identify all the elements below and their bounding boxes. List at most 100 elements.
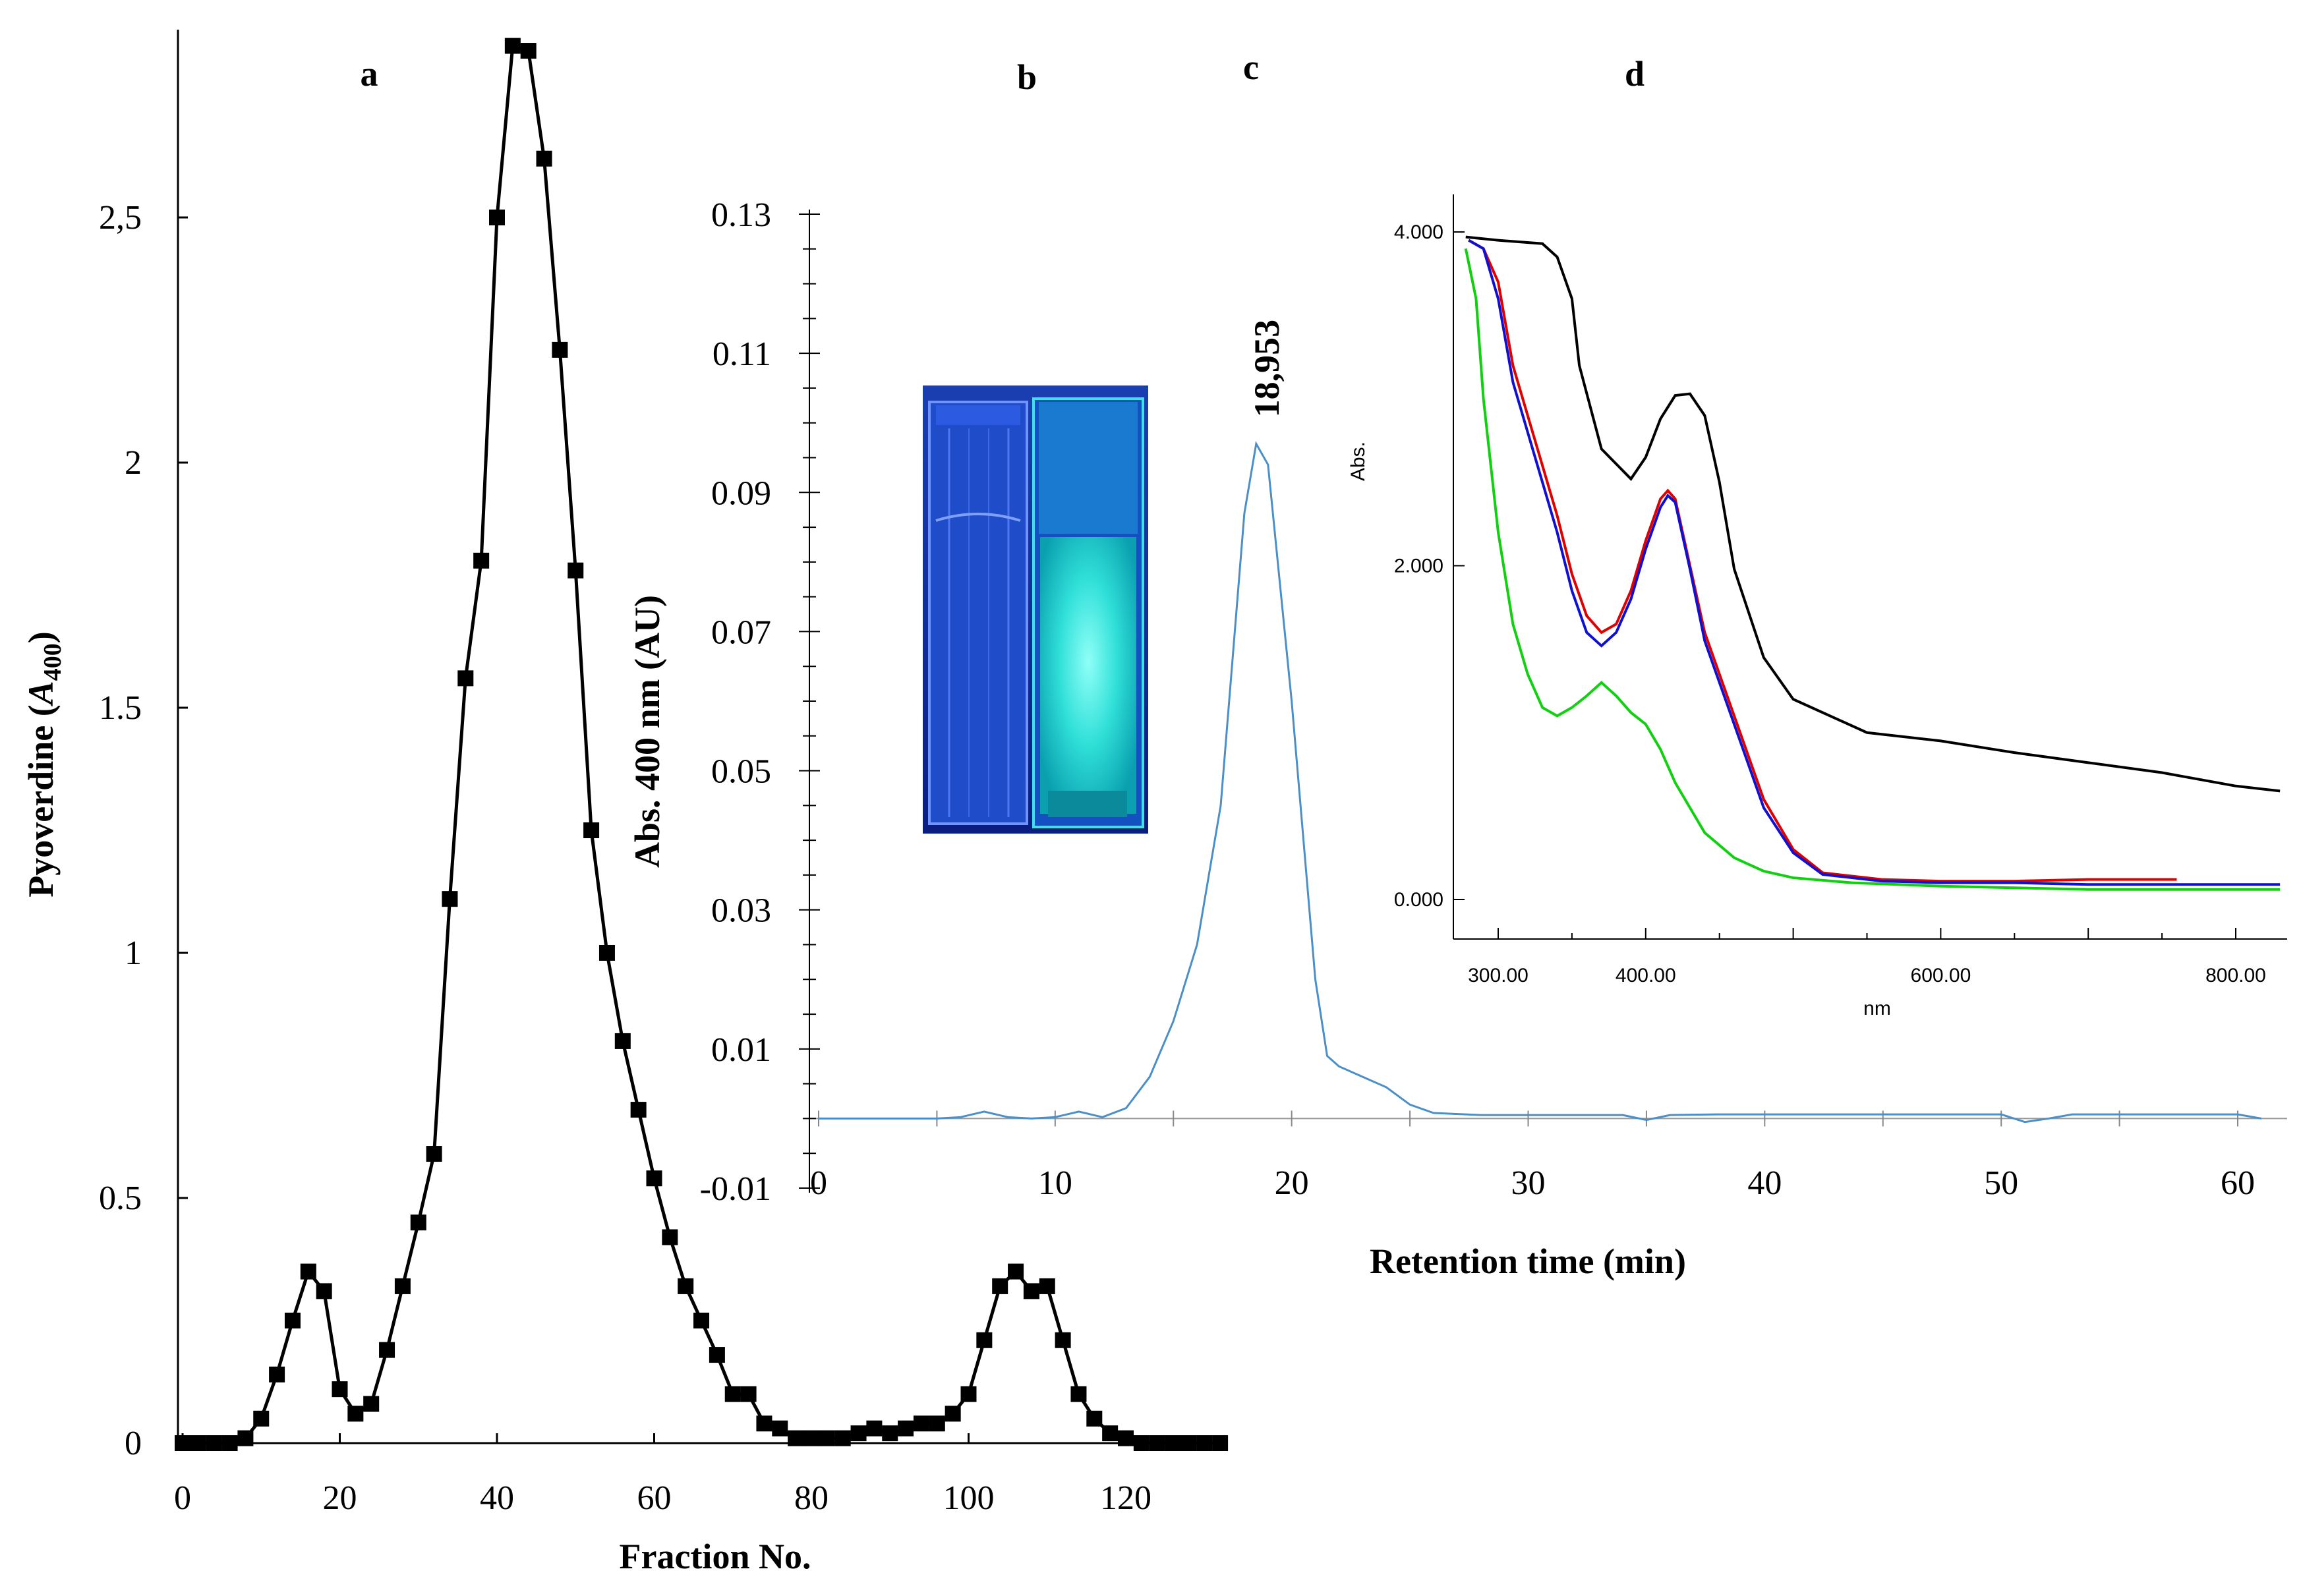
panel-a-marker bbox=[1165, 1435, 1181, 1451]
panel-a-x-tick-label: 100 bbox=[943, 1479, 995, 1517]
panel-a-marker bbox=[614, 1033, 631, 1049]
panel-d-x-label: nm bbox=[1863, 998, 1891, 1019]
panel-a-marker bbox=[221, 1435, 238, 1451]
panel-a-y-label: Pyoverdine (A400) bbox=[21, 631, 67, 897]
panel-a-marker bbox=[709, 1347, 725, 1363]
panel-a-marker bbox=[788, 1430, 804, 1446]
panel-c-y-tick-label: 0.09 bbox=[711, 474, 771, 512]
panel-a-marker bbox=[1118, 1430, 1134, 1446]
panel-a-y-label-end: ) bbox=[21, 631, 61, 643]
panel-a-marker bbox=[332, 1381, 348, 1398]
panel-label-b: b bbox=[1017, 57, 1037, 97]
panel-a-marker bbox=[568, 562, 584, 579]
panel-a-marker bbox=[426, 1146, 442, 1162]
panel-a-marker bbox=[1039, 1278, 1055, 1294]
panel-a-y-label-sub: 400 bbox=[39, 643, 67, 681]
panel-a-marker bbox=[693, 1313, 710, 1328]
panel-a-marker bbox=[1196, 1435, 1213, 1451]
panel-a-marker bbox=[394, 1278, 411, 1294]
panel-a-marker bbox=[803, 1430, 819, 1446]
panel-a-marker bbox=[992, 1278, 1008, 1294]
panel-c-x-tick-label: 20 bbox=[1275, 1164, 1309, 1202]
panel-a-marker bbox=[945, 1406, 961, 1422]
panel-a-marker bbox=[1008, 1263, 1024, 1280]
panel-d-x-tick-label: 600.00 bbox=[1911, 965, 1971, 986]
panel-a-marker bbox=[300, 1263, 316, 1280]
panel-a-marker bbox=[473, 552, 490, 569]
panel-a-marker bbox=[678, 1278, 694, 1294]
panel-c-x-tick-label: 30 bbox=[1511, 1164, 1546, 1202]
panel-a-ticks: 00.511.522,50 20 40 60 80 100 120 bbox=[99, 199, 1151, 1517]
panel-a-x-tick-label: 80 bbox=[794, 1479, 829, 1517]
panel-a-marker bbox=[1055, 1332, 1071, 1348]
panel-a-marker bbox=[269, 1366, 285, 1382]
panel-c-y-tick-label: 0.01 bbox=[711, 1031, 771, 1069]
panel-a-marker bbox=[662, 1229, 678, 1245]
panel-a-marker bbox=[253, 1410, 270, 1427]
panel-a-marker bbox=[960, 1386, 977, 1402]
panel-a-marker bbox=[819, 1430, 835, 1446]
panel-d-series-red bbox=[1468, 239, 2177, 883]
panel-c-chart: -0.01 0.01 0.03 0.05 0.07 0.09 0.11 0.13 0 10 20 30… bbox=[627, 196, 2287, 1281]
panel-d-x-tick-label: 800.00 bbox=[2205, 965, 2266, 986]
panel-a-marker bbox=[284, 1313, 301, 1328]
panel-a-marker bbox=[866, 1420, 883, 1437]
panel-c-x-tick-label: 0 bbox=[810, 1164, 827, 1202]
panel-d-y-tick-label: 4.000 bbox=[1394, 221, 1443, 243]
panel-d-y-label: Abs. bbox=[1347, 442, 1369, 481]
panel-d-y-tick-label: 2.000 bbox=[1394, 556, 1443, 577]
panel-a-x-tick-label: 20 bbox=[323, 1479, 357, 1517]
panel-a-x-tick-label: 40 bbox=[480, 1479, 514, 1517]
panel-a-marker bbox=[1180, 1435, 1197, 1451]
panel-a-marker bbox=[410, 1214, 426, 1231]
panel-c-peak-label: 18,953 bbox=[1247, 320, 1287, 418]
panel-a-marker bbox=[850, 1425, 867, 1442]
panel-a-marker bbox=[1070, 1386, 1087, 1402]
panel-a-y-tick-label: 0 bbox=[125, 1425, 142, 1462]
panel-c-y-tick-label: 0.05 bbox=[711, 753, 771, 791]
panel-a-marker bbox=[646, 1170, 662, 1187]
panel-a-marker bbox=[882, 1425, 898, 1442]
panel-c-y-tick-label: 0.03 bbox=[711, 892, 771, 930]
panel-a-x-tick-label: 60 bbox=[637, 1479, 672, 1517]
panel-a-marker bbox=[898, 1420, 914, 1437]
panel-a-chart: 00.511.522,50 20 40 60 80 100 120 Fraction No.… bbox=[21, 30, 1229, 1576]
panel-d-ticks: 0.000 2.000 4.000 300.00 400.00 600.00 800.00 bbox=[1394, 221, 2266, 986]
panel-a-marker bbox=[976, 1332, 993, 1348]
panel-a-marker bbox=[756, 1415, 772, 1432]
panel-a-marker bbox=[1133, 1435, 1150, 1451]
panel-label-c: c bbox=[1243, 47, 1259, 87]
panel-c-y-tick-label: 0.07 bbox=[711, 613, 771, 651]
panel-c-y-tick-label: 0.11 bbox=[713, 335, 771, 373]
panel-a-y-tick-label: 0.5 bbox=[99, 1180, 142, 1217]
panel-c-y-tick-label: -0.01 bbox=[700, 1170, 771, 1208]
panel-a-marker bbox=[206, 1435, 222, 1451]
panel-a-marker bbox=[929, 1415, 945, 1432]
panel-a-marker bbox=[190, 1435, 206, 1451]
panel-a-marker bbox=[504, 38, 521, 54]
panel-a-marker bbox=[1149, 1435, 1165, 1451]
panel-a-marker bbox=[316, 1283, 332, 1299]
panel-a-marker bbox=[834, 1430, 851, 1446]
panel-d-x-tick-label: 300.00 bbox=[1468, 965, 1529, 986]
panel-d-series-black bbox=[1465, 235, 2281, 793]
panel-a-y-tick-label: 2,5 bbox=[99, 199, 142, 237]
panel-a-marker bbox=[630, 1102, 647, 1118]
panel-a-marker bbox=[913, 1415, 929, 1432]
panel-d-series-green bbox=[1464, 248, 2281, 891]
panel-a-y-tick-label: 2 bbox=[125, 444, 142, 482]
panel-a-marker bbox=[175, 1435, 190, 1451]
panel-a-marker bbox=[1102, 1425, 1119, 1442]
panel-a-y-label-main: Pyoverdine ( bbox=[21, 704, 61, 897]
panel-a-marker bbox=[583, 822, 600, 838]
panel-a-marker bbox=[536, 150, 552, 167]
panel-a-marker bbox=[489, 210, 505, 225]
panel-d-series-group bbox=[1464, 235, 2281, 891]
panel-c-x-label: Retention time (min) bbox=[1370, 1241, 1686, 1281]
panel-c-x-tick-label: 40 bbox=[1747, 1164, 1782, 1202]
panel-a-marker bbox=[237, 1430, 254, 1446]
panel-a-y-tick-label: 1.5 bbox=[99, 689, 142, 727]
cuvette-photo-icon bbox=[923, 385, 1148, 834]
panel-a-y-tick-label: 1 bbox=[125, 934, 142, 972]
